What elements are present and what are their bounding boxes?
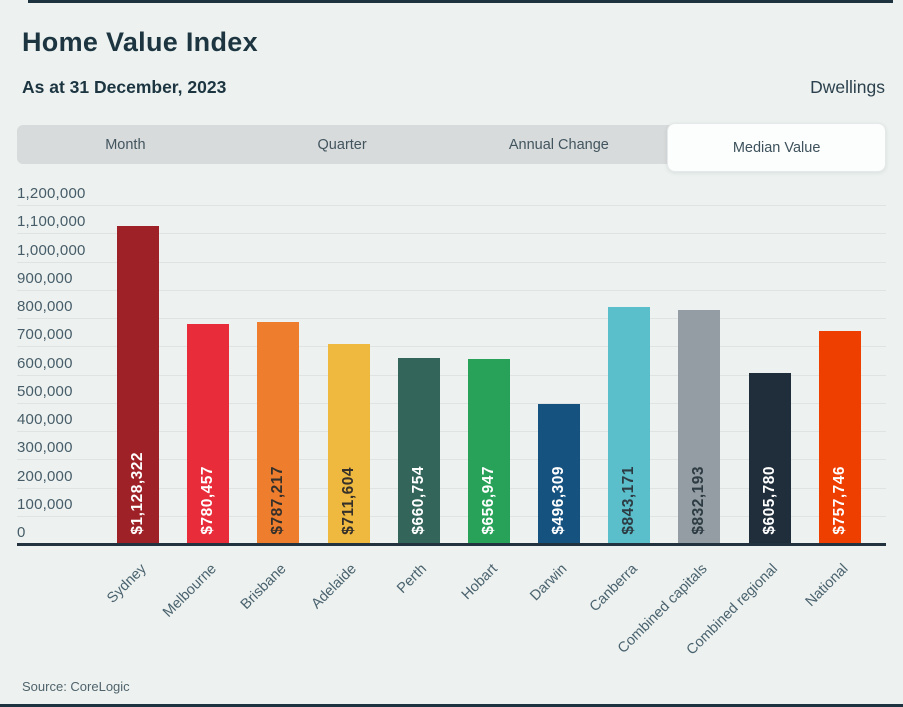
gridline [17,459,886,461]
bar-sydney[interactable]: $1,128,322 [117,226,160,544]
bar-perth[interactable]: $660,754 [397,357,440,544]
bar-combined-capitals[interactable]: $832,193 [678,309,721,544]
x-axis-slot: National [802,545,875,671]
bar-value-label: $1,128,322 [129,452,147,535]
bar-value-label: $656,947 [479,466,497,535]
page-title: Home Value Index [22,27,258,57]
x-axis-label-darwin: Darwin [527,561,571,605]
gridline [17,346,886,348]
bar-value-label: $780,457 [199,466,217,535]
bar-value-label: $711,604 [339,467,357,535]
bar-value-label: $496,309 [550,466,568,535]
bar-brisbane[interactable]: $787,217 [257,322,300,544]
gridline [17,374,886,376]
tab-month[interactable]: Month [105,136,146,153]
y-axis-tick-label: 600,000 [17,354,73,372]
gridline [17,515,886,517]
dwellings-label: Dwellings [810,77,885,97]
y-axis-tick-label: 1,100,000 [17,213,86,231]
bar-canberra[interactable]: $843,171 [608,306,651,544]
top-accent-line [28,0,893,3]
tab-median-value[interactable]: Median Value [667,123,886,172]
bar-adelaide[interactable]: $711,604 [327,343,370,544]
x-axis-labels: Sydney Melbourne Brisbane Adelaide Perth Hoba… [17,545,886,671]
x-axis-label-brisbane: Brisbane [237,561,290,613]
bar-value-label: $757,746 [830,466,848,535]
y-axis-tick-label: 900,000 [17,269,73,287]
y-axis-tick-label: 200,000 [17,467,73,485]
y-axis-tick-label: 100,000 [17,495,73,513]
bar-combined-regional[interactable]: $605,780 [748,373,791,544]
bar-national[interactable]: $757,746 [818,330,861,544]
source-label: Source: CoreLogic [22,679,130,694]
bar-value-label: $605,780 [760,466,778,535]
gridline [17,261,886,263]
x-axis-label-national: National [802,561,852,610]
y-axis-tick-label: 300,000 [17,439,73,457]
tab-bar: Month Quarter Annual Change Median Value [17,123,886,172]
x-axis-slot: Perth [384,545,454,671]
y-axis-tick-label: 0 [17,524,26,541]
gridline [17,289,886,291]
x-axis-slot: Brisbane [238,545,313,671]
gridline [17,205,886,206]
y-axis-tick-label: 400,000 [17,411,73,429]
plot-area: 0 100,000 200,000 300,000 400,000 500,000 600,… [17,186,886,545]
bar-value-label: $787,217 [269,466,287,535]
bar-value-label: $660,754 [409,466,427,535]
bar-darwin[interactable]: $496,309 [538,404,581,544]
x-axis-slot: Adelaide [309,545,384,671]
x-axis-slot: Hobart [454,545,524,671]
y-axis-tick-label: 500,000 [17,382,73,400]
tab-quarter[interactable]: Quarter [317,136,367,153]
y-axis-tick-label: 1,200,000 [17,185,86,202]
x-axis-baseline [17,543,886,546]
x-axis-slot: Darwin [524,545,594,671]
bars-container: $1,128,322 $780,457 $787,217 $711,604 $660,7… [103,206,875,544]
y-axis-tick-label: 800,000 [17,298,73,316]
y-axis-tick-label: 700,000 [17,326,73,344]
x-axis-slot: Melbourne [160,545,243,671]
x-axis-label-perth: Perth [394,561,431,597]
gridline [17,487,886,489]
header: Home Value Index As at 31 December, 2023… [0,0,903,98]
bar-chart: 0 100,000 200,000 300,000 400,000 500,000 600,… [17,186,886,546]
date-subtitle: As at 31 December, 2023 [22,77,227,97]
bar-value-label: $832,193 [690,466,708,535]
bar-hobart[interactable]: $656,947 [467,358,510,544]
y-axis-tick-label: 1,000,000 [17,241,86,259]
tab-annual-change[interactable]: Annual Change [508,136,609,153]
x-axis-label-sydney: Sydney [103,561,150,607]
bar-value-label: $843,171 [620,466,638,535]
x-axis-label-canberra: Canberra [586,561,641,616]
bottom-accent-line [0,704,903,707]
gridline [17,318,886,319]
x-axis-label-hobart: Hobart [458,561,501,604]
bar-melbourne[interactable]: $780,457 [187,324,230,544]
gridline [17,233,886,235]
gridline [17,402,886,404]
x-axis-slot: Combined regional [684,545,805,671]
x-axis-label-adelaide: Adelaide [308,561,360,613]
gridline [17,431,886,432]
